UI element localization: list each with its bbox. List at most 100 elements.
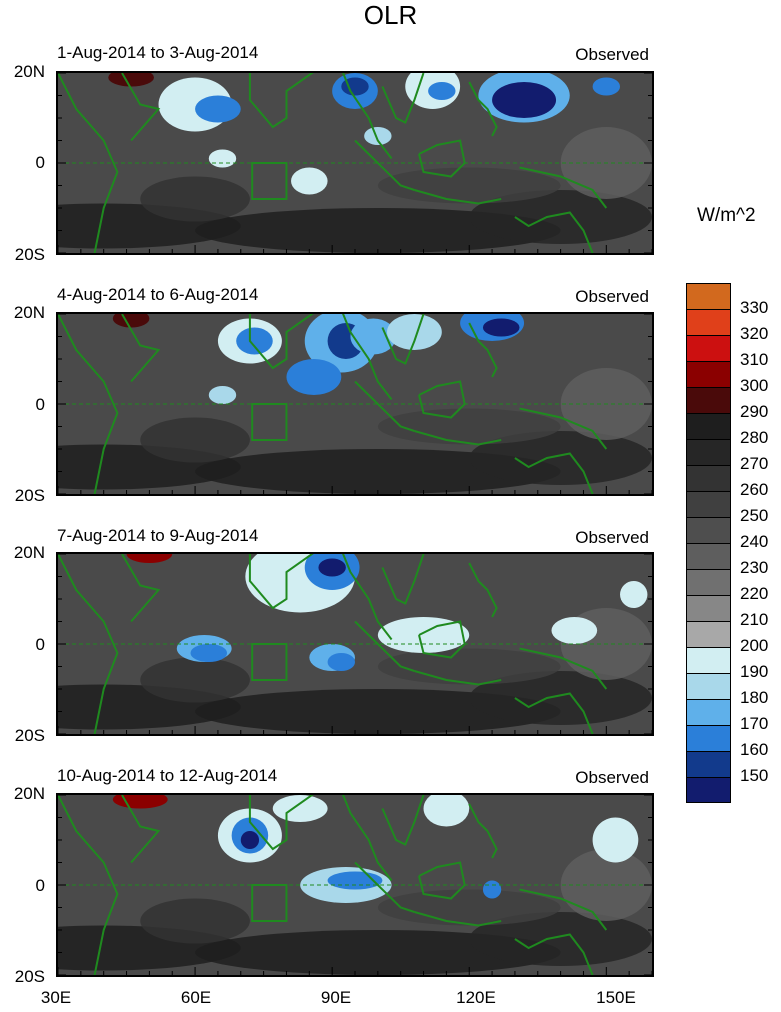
region-box bbox=[251, 884, 288, 922]
panel-1-ytick-20n: 20N bbox=[13, 62, 45, 81]
colorbar-box bbox=[686, 621, 731, 647]
olr-contour bbox=[492, 82, 557, 118]
colorbar-box bbox=[686, 777, 731, 803]
panel-3-map bbox=[56, 552, 654, 736]
colorbar-box bbox=[686, 309, 731, 335]
colorbar-box bbox=[686, 361, 731, 387]
chart-title: OLR bbox=[363, 0, 418, 30]
colorbar-label: 210 bbox=[740, 610, 769, 629]
coastline bbox=[58, 554, 119, 734]
olr-contour bbox=[592, 77, 621, 96]
region-box bbox=[251, 643, 288, 681]
olr-contour bbox=[190, 644, 228, 662]
coastline bbox=[381, 314, 425, 365]
coastline bbox=[354, 139, 415, 191]
coastline bbox=[248, 314, 314, 370]
panel-2-ytick-0: 0 bbox=[35, 395, 45, 414]
panel-3-ytick-20n: 20N bbox=[13, 543, 45, 562]
coastline bbox=[58, 73, 119, 253]
coastline bbox=[248, 795, 314, 851]
colorbar-label: 220 bbox=[740, 584, 769, 603]
coastline bbox=[121, 554, 161, 623]
coastline bbox=[519, 166, 608, 209]
colorbar-label: 310 bbox=[740, 350, 769, 369]
olr-contour bbox=[327, 653, 355, 671]
region-box bbox=[251, 403, 288, 441]
region-box bbox=[251, 162, 288, 200]
panel-2-title: 4-Aug-2014 to 6-Aug-2014 bbox=[57, 285, 259, 304]
olr-contour bbox=[482, 880, 502, 899]
colorbar-box bbox=[686, 699, 731, 725]
xtick-60e: 60E bbox=[180, 988, 212, 1007]
colorbar-label: 150 bbox=[740, 766, 769, 785]
colorbar-box bbox=[686, 725, 731, 751]
panel-4-ytick-0: 0 bbox=[35, 876, 45, 895]
colorbar-label: 160 bbox=[740, 740, 769, 759]
coastline bbox=[354, 380, 415, 432]
olr-contour bbox=[620, 581, 648, 608]
xtick-30e: 30E bbox=[40, 988, 72, 1007]
olr-contour bbox=[364, 127, 392, 145]
coastline bbox=[121, 73, 161, 142]
coastline bbox=[58, 314, 119, 494]
coastline bbox=[468, 562, 498, 618]
colorbar-box bbox=[686, 751, 731, 777]
panel-3-ytick-20s: 20S bbox=[14, 726, 45, 745]
olr-contour bbox=[208, 386, 237, 404]
colorbar-box bbox=[686, 569, 731, 595]
olr-contour bbox=[286, 359, 342, 395]
coastline bbox=[514, 692, 594, 734]
panel-2-map bbox=[56, 312, 654, 496]
colorbar bbox=[686, 283, 731, 803]
colorbar-label: 320 bbox=[740, 324, 769, 343]
panel-1-map bbox=[56, 71, 654, 255]
xtick-90e: 90E bbox=[320, 988, 352, 1007]
olr-contour bbox=[108, 73, 154, 87]
coastline bbox=[468, 322, 498, 378]
colorbar-box bbox=[686, 517, 731, 543]
colorbar-units: W/m^2 bbox=[697, 205, 756, 226]
coastline bbox=[381, 73, 425, 124]
olr-contour bbox=[428, 82, 456, 100]
colorbar-box bbox=[686, 595, 731, 621]
coastline bbox=[414, 430, 502, 446]
olr-contour bbox=[318, 558, 346, 577]
olr-contour bbox=[350, 318, 397, 355]
panel-2-ytick-20s: 20S bbox=[14, 486, 45, 505]
colorbar-box bbox=[686, 413, 731, 439]
colorbar-label: 300 bbox=[740, 376, 769, 395]
panel-1-title: 1-Aug-2014 to 3-Aug-2014 bbox=[57, 43, 259, 62]
panel-1-label: Observed bbox=[575, 45, 649, 64]
coastline bbox=[414, 670, 502, 686]
colorbar-label: 170 bbox=[740, 714, 769, 733]
coastline bbox=[468, 803, 498, 859]
coastline bbox=[354, 620, 415, 672]
coastline bbox=[342, 554, 393, 641]
coastline bbox=[514, 211, 594, 253]
olr-contour bbox=[236, 327, 273, 355]
coastline bbox=[58, 795, 119, 975]
olr-contour bbox=[482, 318, 520, 337]
coastline bbox=[519, 407, 608, 450]
olr-contour bbox=[208, 149, 237, 168]
coastline bbox=[514, 452, 594, 494]
coastline bbox=[342, 795, 393, 882]
xtick-150e: 150E bbox=[596, 988, 636, 1007]
colorbar-box bbox=[686, 647, 731, 673]
olr-contour bbox=[195, 95, 241, 123]
coastline bbox=[342, 73, 393, 160]
panel-3-ytick-0: 0 bbox=[35, 635, 45, 654]
colorbar-label: 270 bbox=[740, 454, 769, 473]
coastline bbox=[381, 554, 425, 605]
coastline bbox=[519, 647, 608, 690]
colorbar-box bbox=[686, 465, 731, 491]
olr-contour bbox=[126, 554, 173, 563]
colorbar-box bbox=[686, 283, 731, 309]
panel-4-ytick-20n: 20N bbox=[13, 784, 45, 803]
colorbar-box bbox=[686, 335, 731, 361]
colorbar-label: 180 bbox=[740, 688, 769, 707]
colorbar-label: 260 bbox=[740, 480, 769, 499]
panel-2-label: Observed bbox=[575, 287, 649, 306]
panel-3-title: 7-Aug-2014 to 9-Aug-2014 bbox=[57, 526, 259, 545]
colorbar-label: 230 bbox=[740, 558, 769, 577]
